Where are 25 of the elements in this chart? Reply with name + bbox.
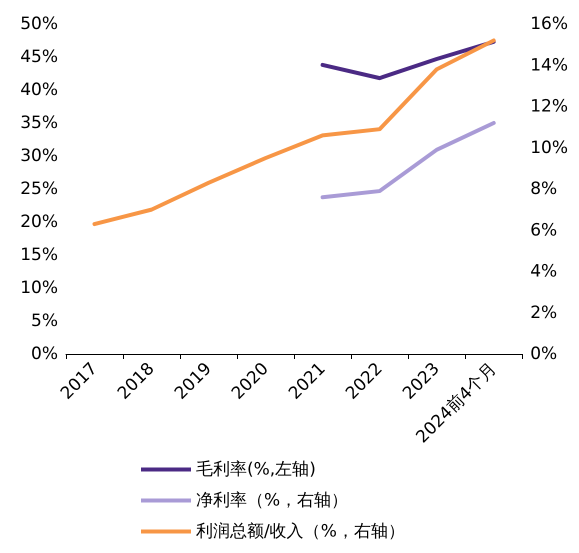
y-tick-label: 30% xyxy=(20,146,58,166)
y2-tick-label: 16% xyxy=(530,14,568,34)
y2-tick-label: 2% xyxy=(530,302,558,323)
y2-tick-label: 4% xyxy=(530,262,558,282)
y2-tick-label: 0% xyxy=(530,344,558,364)
y-tick-label: 50% xyxy=(20,14,58,34)
y-tick-label: 40% xyxy=(20,80,58,100)
y2-tick-label: 12% xyxy=(530,96,568,116)
line-series xyxy=(92,38,496,226)
y2-tick-label: 6% xyxy=(530,220,558,240)
y2-tick-label: 8% xyxy=(530,179,558,199)
legend-label: 毛利率(%,左轴) xyxy=(196,460,316,480)
legend-label: 利润总额/收入（%，右轴） xyxy=(196,522,405,542)
y-tick-label: 5% xyxy=(31,311,58,331)
line-series xyxy=(320,121,496,200)
y2-tick-label: 10% xyxy=(530,138,568,158)
y-tick-label: 45% xyxy=(20,47,58,67)
y-tick-label: 15% xyxy=(20,245,58,265)
y-tick-label: 0% xyxy=(31,344,58,364)
y-tick-label: 20% xyxy=(20,212,58,232)
legend-label: 净利率（%，右轴） xyxy=(196,490,348,510)
y-tick-label: 25% xyxy=(20,179,58,199)
y-tick-label: 10% xyxy=(20,278,58,298)
y-tick-label: 35% xyxy=(20,113,58,133)
y2-tick-label: 14% xyxy=(530,55,568,76)
